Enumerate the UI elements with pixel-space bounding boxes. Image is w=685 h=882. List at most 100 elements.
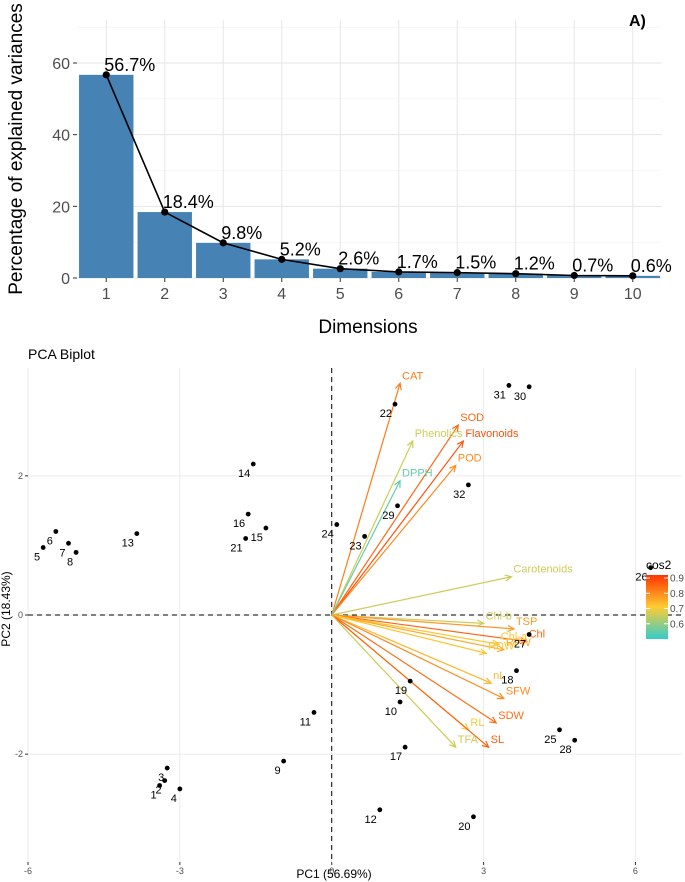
variable-label: CAT bbox=[402, 370, 423, 382]
observation-label: 29 bbox=[382, 510, 394, 522]
observation-point bbox=[377, 807, 383, 813]
variable-arrow bbox=[331, 383, 401, 616]
observation-point bbox=[243, 536, 249, 541]
observation-label: 26 bbox=[635, 572, 647, 584]
variable-label: RFW bbox=[506, 637, 532, 649]
observation-label: 8 bbox=[67, 556, 73, 568]
observation-label: 24 bbox=[322, 529, 334, 541]
observation-label: 3 bbox=[158, 772, 164, 784]
scree-y-axis-label: Percentage of explained variances bbox=[6, 3, 27, 295]
variable-label: Flavonoids bbox=[465, 428, 519, 440]
variable-label: Carotenoids bbox=[513, 564, 573, 576]
variable-arrowhead bbox=[496, 645, 506, 653]
variable-arrow bbox=[331, 614, 497, 724]
observation-point bbox=[506, 382, 512, 388]
variable-arrowhead bbox=[476, 619, 485, 627]
observation-point bbox=[397, 699, 403, 705]
scree-x-tick-label: 2 bbox=[160, 286, 169, 303]
scree-value-labels: 56.7% 18.4% 9.8% 5.2% 2.6% 1.7% 1.5% 1.2% 0.7% 0.… bbox=[104, 55, 672, 276]
scree-bar bbox=[254, 259, 309, 278]
panel-label-a: A) bbox=[629, 13, 646, 30]
scree-x-tick-label: 1 bbox=[102, 286, 111, 303]
observation-label: 17 bbox=[390, 751, 402, 763]
variable-arrow bbox=[331, 440, 414, 616]
biplot-x-tick-label: 0 bbox=[329, 866, 334, 876]
observation-label: 14 bbox=[238, 468, 250, 480]
observation-point bbox=[40, 545, 46, 550]
scree-point bbox=[219, 239, 227, 247]
observation-label: 9 bbox=[275, 765, 281, 777]
biplot-title: PCA Biplot bbox=[28, 346, 95, 362]
observation-point bbox=[362, 533, 368, 539]
scree-x-tick-label: 3 bbox=[219, 286, 228, 303]
variable-arrowhead bbox=[481, 740, 490, 749]
variable-arrowhead bbox=[394, 479, 401, 488]
observation-point bbox=[134, 531, 140, 536]
cos2-legend: cos2 0.6 0.7 0.8 0.9 bbox=[646, 558, 684, 639]
legend-tick-label: 0.6 bbox=[670, 619, 684, 630]
observation-label: 21 bbox=[230, 542, 242, 554]
scree-point bbox=[395, 268, 403, 276]
observation-point bbox=[526, 384, 532, 390]
observation-point bbox=[177, 786, 183, 792]
legend-tick-label: 0.9 bbox=[670, 574, 684, 585]
observation-label: 20 bbox=[458, 821, 470, 833]
variable-label: Phenolics bbox=[415, 428, 463, 440]
observation-point bbox=[392, 401, 398, 407]
legend-colorbar bbox=[646, 575, 668, 639]
biplot-axes: -6 -3 0 3 6 -2 0 2 bbox=[15, 471, 638, 876]
variable-arrow bbox=[331, 614, 492, 684]
observation-label: 1 bbox=[150, 789, 156, 801]
variable-arrow bbox=[331, 424, 459, 616]
scree-point bbox=[453, 269, 461, 277]
scree-x-tick-label: 7 bbox=[453, 286, 462, 303]
observation-point bbox=[250, 461, 256, 467]
scree-point bbox=[570, 271, 578, 280]
observation-point bbox=[572, 737, 578, 743]
scree-point bbox=[278, 255, 286, 263]
observation-label: 19 bbox=[395, 685, 407, 697]
variable-label: RL bbox=[470, 717, 484, 729]
variable-arrowhead bbox=[451, 423, 460, 433]
scree-value-label: 1.2% bbox=[514, 254, 555, 274]
scree-point bbox=[336, 265, 344, 273]
biplot-x-tick-label: 3 bbox=[481, 866, 486, 876]
variable-label: Chl bbox=[529, 628, 546, 640]
variable-arrowhead bbox=[507, 624, 516, 633]
scree-value-label: 56.7% bbox=[104, 55, 155, 75]
observation-label: 18 bbox=[501, 675, 513, 687]
observation-label: 4 bbox=[171, 793, 177, 805]
observation-point bbox=[407, 678, 413, 684]
scree-plot: 56.7% 18.4% 9.8% 5.2% 2.6% 1.7% 1.5% 1.2% 0.7% 0.… bbox=[6, 3, 672, 338]
observation-label: 13 bbox=[122, 538, 134, 550]
variable-arrowhead bbox=[394, 381, 402, 391]
scree-value-label: 0.7% bbox=[572, 255, 613, 275]
observation-label: 32 bbox=[453, 489, 465, 501]
observation-point bbox=[157, 783, 163, 788]
scree-x-axis-label: Dimensions bbox=[318, 317, 417, 338]
observation-label: 16 bbox=[233, 518, 245, 530]
scree-y-tick-label: 60 bbox=[52, 56, 70, 73]
variable-arrow bbox=[331, 614, 505, 700]
pca-biplot: PCA Biplot B) CATSODFlavonoidsPhenolicsP… bbox=[0, 346, 684, 881]
observation-label: 6 bbox=[47, 536, 53, 548]
variable-arrowhead bbox=[456, 439, 465, 449]
variable-arrow bbox=[331, 614, 514, 630]
biplot-x-tick-label: -3 bbox=[176, 866, 184, 876]
observation-point bbox=[66, 540, 71, 546]
scree-x-tick-label: 6 bbox=[394, 286, 403, 303]
scree-value-label: 0.6% bbox=[631, 256, 672, 276]
variable-label: SL bbox=[491, 734, 504, 746]
biplot-observations: 1234567891011121314151617181920212223242… bbox=[34, 382, 654, 833]
variable-arrow bbox=[331, 614, 487, 654]
variable-label: RDW bbox=[488, 640, 515, 652]
observation-point bbox=[526, 632, 532, 637]
observation-label: 30 bbox=[514, 391, 526, 403]
observation-point bbox=[73, 549, 79, 555]
observation-label: 7 bbox=[59, 547, 65, 559]
scree-point bbox=[161, 208, 169, 216]
scree-point bbox=[512, 270, 520, 278]
variable-label: Chl-a bbox=[501, 631, 528, 643]
